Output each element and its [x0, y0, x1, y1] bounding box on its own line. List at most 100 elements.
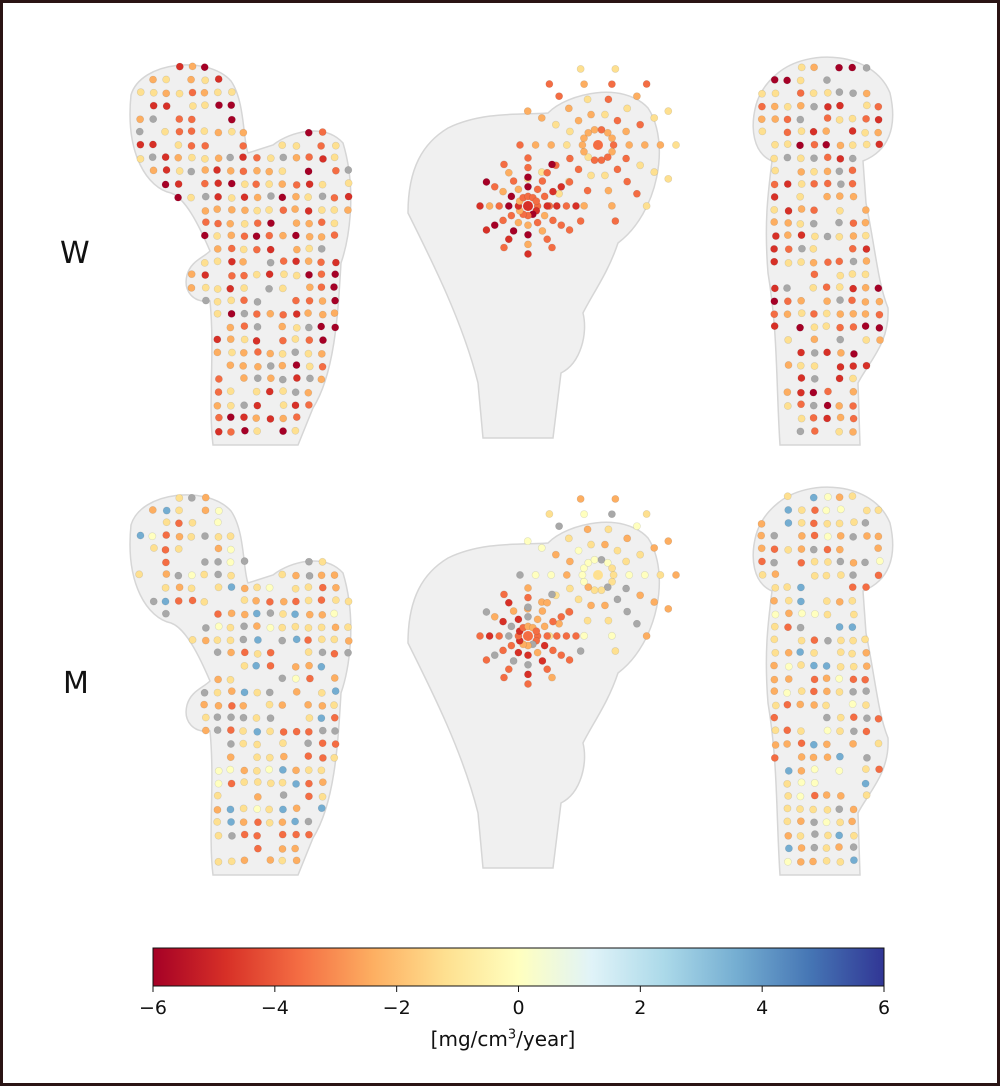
measurement-point: [636, 591, 645, 600]
measurement-point: [226, 323, 235, 332]
measurement-point: [797, 296, 806, 305]
measurement-point: [797, 168, 806, 176]
measurement-point: [305, 270, 313, 279]
measurement-point: [136, 115, 145, 124]
measurement-point: [861, 270, 870, 279]
measurement-point: [861, 206, 870, 214]
measurement-point: [784, 596, 793, 605]
measurement-point: [201, 192, 210, 201]
measurement-point: [499, 646, 507, 655]
measurement-point: [162, 518, 171, 527]
measurement-point: [200, 63, 209, 72]
measurement-point: [849, 805, 858, 814]
measurement-point: [330, 674, 339, 682]
measurement-point: [874, 714, 883, 723]
measurement-point: [758, 102, 766, 111]
measurement-point: [611, 647, 620, 655]
measurement-point: [278, 322, 287, 331]
measurement-point: [876, 336, 884, 344]
measurement-point: [809, 857, 817, 866]
measurement-point: [175, 62, 184, 71]
measurement-point: [564, 104, 573, 113]
measurement-point: [253, 753, 262, 762]
measurement-point: [292, 153, 301, 162]
measurement-point: [306, 674, 314, 683]
measurement-point: [862, 687, 871, 695]
measurement-point: [633, 92, 641, 101]
measurement-point: [796, 89, 805, 97]
measurement-point: [278, 856, 287, 865]
measurement-point: [175, 115, 184, 123]
measurement-point: [187, 571, 196, 580]
measurement-point: [330, 206, 339, 214]
measurement-point: [613, 116, 622, 125]
measurement-point: [201, 636, 210, 645]
measurement-point: [175, 167, 184, 175]
measurement-point: [214, 583, 223, 592]
measurement-point: [240, 856, 249, 865]
colorbar-tick-label: −6: [139, 997, 167, 1019]
measurement-point: [240, 309, 249, 318]
measurement-point: [187, 127, 196, 136]
measurement-point: [227, 583, 236, 591]
measurement-point: [797, 414, 806, 423]
measurement-point: [291, 388, 300, 397]
measurement-point: [784, 519, 793, 527]
measurement-point: [601, 171, 609, 180]
measurement-point: [507, 192, 516, 201]
measurement-point: [330, 193, 339, 202]
measurement-point: [279, 401, 288, 410]
measurement-point: [861, 675, 870, 684]
measurement-point: [823, 805, 832, 814]
measurement-point: [504, 168, 513, 177]
measurement-point: [254, 348, 262, 356]
measurement-point: [613, 595, 622, 604]
measurement-point: [201, 624, 210, 632]
measurement-point: [770, 754, 779, 762]
measurement-point: [543, 202, 552, 210]
measurement-point: [253, 649, 262, 658]
measurement-point: [305, 244, 314, 253]
measurement-point: [213, 791, 222, 800]
measurement-point: [213, 518, 222, 527]
measurement-point: [252, 232, 261, 241]
measurement-point: [849, 636, 858, 645]
measurement-point: [305, 610, 314, 619]
measurement-point: [783, 402, 792, 410]
measurement-point: [784, 207, 793, 215]
measurement-point: [848, 141, 857, 150]
measurement-point: [161, 583, 170, 592]
measurement-point: [524, 603, 532, 612]
measurement-point: [584, 128, 593, 137]
measurement-point: [533, 218, 542, 227]
measurement-point: [633, 189, 641, 198]
measurement-point: [849, 727, 858, 736]
measurement-point: [796, 323, 804, 332]
measurement-point: [317, 322, 326, 331]
measurement-point: [252, 622, 261, 631]
measurement-point: [608, 147, 616, 156]
measurement-point: [849, 257, 858, 266]
measurement-point: [175, 532, 184, 541]
measurement-point: [278, 674, 287, 683]
measurement-point: [783, 857, 792, 866]
measurement-point: [317, 270, 326, 279]
measurement-point: [770, 193, 779, 201]
measurement-point: [848, 179, 857, 188]
measurement-point: [771, 701, 780, 710]
measurement-point: [822, 740, 831, 749]
measurement-point: [135, 570, 144, 579]
measurement-point: [862, 257, 871, 265]
measurement-point: [822, 571, 831, 580]
measurement-point: [253, 374, 262, 383]
measurement-point: [824, 102, 832, 111]
measurement-point: [201, 166, 210, 174]
measurement-point: [784, 648, 793, 657]
measurement-point: [187, 115, 196, 124]
measurement-point: [266, 779, 275, 788]
measurement-point: [499, 216, 507, 225]
measurement-point: [809, 753, 818, 762]
measurement-point: [633, 522, 641, 531]
measurement-point: [823, 192, 831, 201]
measurement-point: [837, 636, 845, 645]
